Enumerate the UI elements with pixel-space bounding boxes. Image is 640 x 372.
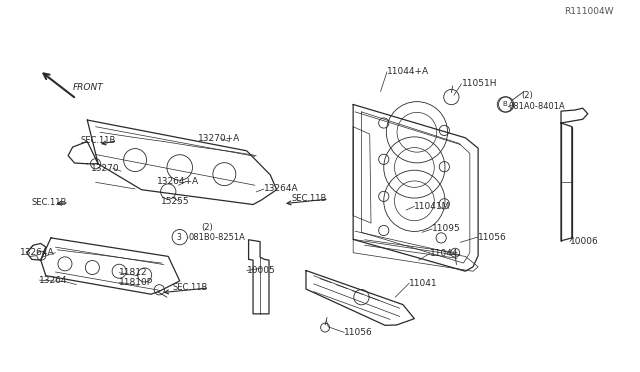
Text: 13264A: 13264A — [20, 248, 55, 257]
Text: R111004W: R111004W — [564, 7, 613, 16]
Text: (2): (2) — [201, 223, 212, 232]
Text: 11041: 11041 — [409, 279, 438, 288]
Text: 13270+A: 13270+A — [198, 134, 240, 143]
Text: 081B0-8251A: 081B0-8251A — [188, 233, 245, 243]
Text: 13270: 13270 — [90, 164, 119, 173]
Text: 13264+A: 13264+A — [157, 177, 200, 186]
Text: 10005: 10005 — [246, 266, 275, 275]
Text: 11810P: 11810P — [119, 278, 153, 287]
Text: SEC.11B: SEC.11B — [292, 195, 327, 203]
Text: SEC.11B: SEC.11B — [32, 198, 67, 207]
Text: 11056: 11056 — [344, 328, 373, 337]
Text: B: B — [502, 102, 508, 108]
Text: 11095: 11095 — [432, 224, 461, 234]
Text: 3: 3 — [176, 232, 181, 242]
Text: 10006: 10006 — [570, 237, 598, 246]
Text: FRONT: FRONT — [72, 83, 103, 92]
Text: 11056: 11056 — [477, 232, 506, 242]
Text: 13264A: 13264A — [264, 185, 298, 193]
Text: (2): (2) — [521, 91, 532, 100]
Text: 11044: 11044 — [429, 249, 458, 258]
Text: 13264: 13264 — [40, 276, 68, 285]
Text: 11041M: 11041M — [414, 202, 451, 211]
Text: 11044+A: 11044+A — [387, 67, 429, 76]
Text: 11812: 11812 — [119, 268, 148, 277]
Text: SEC.11B: SEC.11B — [80, 136, 116, 145]
Text: SEC.11B: SEC.11B — [172, 283, 207, 292]
Text: 11051H: 11051H — [461, 79, 497, 88]
Text: 081A0-8401A: 081A0-8401A — [508, 102, 565, 111]
Text: 15255: 15255 — [161, 197, 189, 206]
